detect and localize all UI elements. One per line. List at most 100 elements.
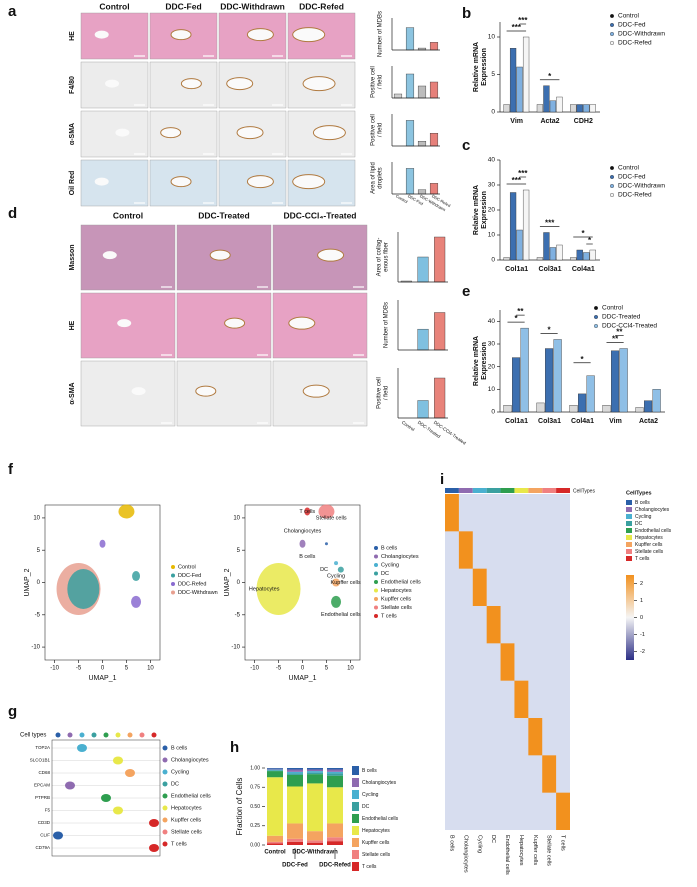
bar [509,48,517,113]
type-dot [67,732,73,738]
legend-marker [171,565,175,569]
bar [520,327,529,413]
y-axis-label: Area of collag- [377,238,383,277]
column-annotation [528,488,543,493]
legend-marker [374,554,378,559]
y-axis-label: / field [378,123,384,137]
gene-label: TOP2A [35,745,50,750]
stacked-bar [287,773,303,775]
cell-cluster [331,595,342,608]
legend-label: DC [381,571,389,577]
legend-label: DDC-Refed [618,40,652,47]
bar [570,257,577,261]
legend-label: T cells [362,864,377,870]
type-dot [103,732,109,738]
bar [405,120,415,147]
panel-letter: b [462,5,471,22]
y-tick-label: 0 [491,257,495,264]
legend-label: DDC-Fed [618,22,646,29]
type-dot [91,732,97,738]
violin [149,844,159,852]
cluster-label: DC [320,567,328,573]
legend-label: Stellate cells [171,829,202,835]
y-tick-label: -5 [235,612,241,618]
significance: * [548,72,552,81]
bar [549,100,557,113]
colorbar-tick-label: 1 [640,598,643,604]
type-dot [139,732,145,738]
y-axis-label: Expression [481,48,488,86]
bar [652,389,661,413]
violin [149,819,159,827]
legend-marker [162,805,168,811]
vessel [115,128,130,137]
legend-swatch [626,514,632,519]
stacked-bar [287,786,303,824]
bar [569,405,578,413]
x-axis-label: UMAP_1 [288,675,316,682]
bar [576,104,583,113]
legend-label: B cells [362,768,377,774]
legend-marker [162,769,168,775]
x-tick-label: T cells [560,835,566,851]
micrograph [80,224,176,291]
legend-label: Cholangiocytes [381,554,419,560]
vessel [94,30,109,39]
bar [393,93,403,99]
stacked-bar [307,783,323,832]
legend-swatch [626,521,632,526]
stacked-bar [327,773,343,776]
bar [576,249,583,261]
significance: ** [612,335,619,344]
column-header: DDC-Refed [299,1,344,11]
vessel [131,387,146,396]
bar [619,348,628,413]
violin [125,769,135,777]
bar [429,132,439,147]
x-tick-label: Acta2 [639,418,658,425]
gene-label: F5 [45,808,51,813]
heatmap-block [528,718,543,756]
gene-label: CD3D [38,820,51,825]
legend-label: DDC-Withdrawn [178,590,218,596]
bar [503,405,512,413]
heatmap-block [556,792,570,830]
heatmap-block [486,606,501,644]
vessel [94,177,109,186]
legend-marker [610,192,615,197]
x-tick-label: Endothelial cells [504,835,510,875]
cell-cluster [256,562,301,615]
y-axis-label: / field [384,386,390,400]
y-axis-label: UMAP_2 [24,568,31,596]
stacked-bar [307,831,323,841]
bar [536,257,544,261]
column-annotation [472,488,487,493]
legend-label: DDC-Withdrawn [618,31,665,38]
legend-marker [374,546,378,550]
legend-label: Control [618,13,640,20]
significance: *** [518,169,528,178]
legend-label: Kupffer cells [171,817,201,823]
stacked-bar [287,769,303,772]
bar [509,192,517,261]
legend-swatch [352,814,359,823]
y-tick-label: 10 [488,34,496,41]
gene-label: PTPRB [35,795,50,800]
significance: *** [545,219,555,228]
stacked-bar [267,771,283,778]
bar [417,140,427,147]
cell-cluster [304,507,311,516]
legend-label: B cells [171,745,187,751]
bar [549,247,557,261]
x-tick-label: Col3a1 [539,266,562,273]
column-header: Control [99,1,129,11]
micrograph [80,360,176,427]
bar [417,400,429,419]
y-axis-label: Area of lipid [371,162,377,194]
bar [429,81,439,99]
vessel [317,248,345,262]
y-tick-label: 5 [491,71,495,78]
y-tick-label: 0 [491,409,495,416]
x-tick-label: -10 [250,666,259,672]
